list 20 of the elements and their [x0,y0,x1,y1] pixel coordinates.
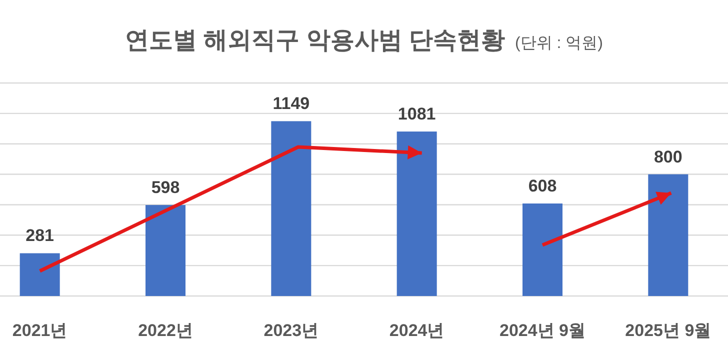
bar [396,132,437,296]
x-tick-label: 2024년 [389,321,444,340]
data-label: 281 [26,226,54,246]
chart-subtitle: (단위 : 억원) [515,35,604,52]
x-tick-label: 2021년 [12,321,68,340]
bar [271,121,312,296]
data-label: 1081 [398,104,436,124]
bar [522,203,562,296]
data-label: 800 [654,147,682,166]
x-tick-label: 2024년 9월 [500,321,586,340]
data-label: 608 [528,176,557,196]
data-label: 598 [151,178,180,198]
x-tick-label: 2023년 [264,321,319,340]
bar [648,174,688,296]
data-label: 1149 [272,94,310,114]
bar [20,253,60,296]
chart-title: 연도별 해외직구 악용사범 단속현황 [124,27,506,54]
x-tick-label: 2025년 9월 [625,321,712,340]
bar [146,205,186,296]
x-tick-label: 2022년 [138,321,193,340]
